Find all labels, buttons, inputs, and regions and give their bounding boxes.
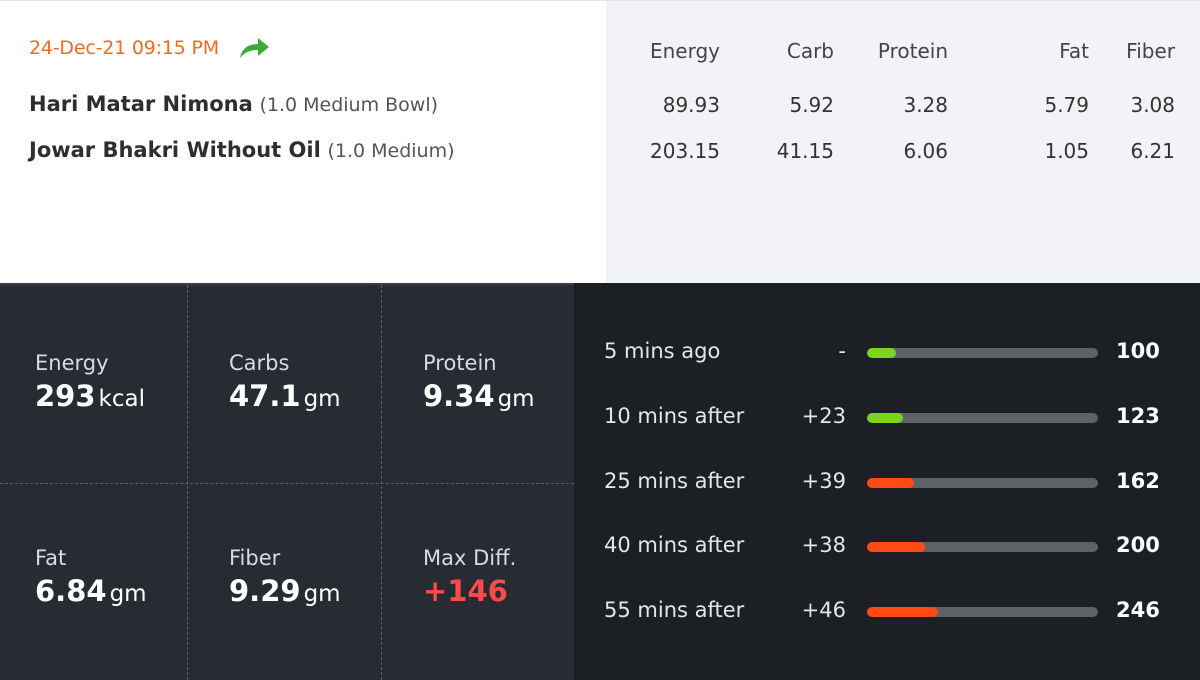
summary-unit: kcal [98, 386, 145, 412]
column-header-energy: Energy [649, 39, 720, 63]
timeline-label: 40 mins after [604, 533, 745, 557]
timeline-row: 10 mins after +23 123 [574, 404, 1200, 434]
timeline-diff: +23 [801, 404, 846, 428]
meal-item-name: Jowar Bhakri Without Oil [29, 138, 321, 162]
timeline-row: 5 mins ago - 100 [574, 339, 1200, 369]
column-header-carb: Carb [786, 39, 834, 63]
cell-protein: 3.28 [903, 93, 948, 117]
summary-value: 6.84 [35, 574, 107, 608]
cell-energy: 203.15 [650, 139, 720, 163]
timeline-bar [867, 348, 1098, 358]
meal-item-quantity: (1.0 Medium) [327, 140, 455, 162]
summary-carbs: Carbs 47.1 gm [229, 351, 341, 413]
summary-value: 293 [35, 379, 96, 413]
meal-timestamp: 24-Dec-21 09:15 PM [29, 37, 219, 59]
cell-carb: 41.15 [776, 139, 834, 163]
timeline-bar-fill [867, 478, 914, 488]
column-header-fat: Fat [1059, 39, 1089, 63]
timeline-bar [867, 542, 1098, 552]
timeline-bar-fill [867, 542, 925, 552]
summary-label: Fiber [229, 546, 281, 570]
timeline-label: 10 mins after [604, 404, 745, 428]
cell-fiber: 6.21 [1130, 139, 1175, 163]
summary-label: Protein [423, 351, 497, 375]
summary-value: 47.1 [229, 379, 301, 413]
timeline-diff: +46 [801, 598, 846, 622]
column-header-protein: Protein [877, 39, 948, 63]
timeline-value: 200 [1116, 533, 1160, 557]
cell-fat: 1.05 [1044, 139, 1089, 163]
cell-carb: 5.92 [789, 93, 834, 117]
timeline-value: 246 [1116, 598, 1160, 622]
summary-label: Fat [35, 546, 67, 570]
summary-unit: gm [303, 386, 341, 412]
meal-log-panel: 24-Dec-21 09:15 PM Hari Matar Nimona (1.… [0, 0, 1200, 284]
meal-item[interactable]: Jowar Bhakri Without Oil (1.0 Medium) [29, 138, 455, 162]
cell-energy: 89.93 [662, 93, 720, 117]
timeline-value: 123 [1116, 404, 1160, 428]
glucose-summary-panel: Energy 293 kcal Carbs 47.1 gm Protein 9.34… [0, 283, 1200, 680]
meal-item-quantity: (1.0 Medium Bowl) [259, 94, 439, 116]
timeline-bar [867, 413, 1098, 423]
meal-header: 24-Dec-21 09:15 PM [29, 35, 271, 61]
timeline-diff: +39 [801, 469, 846, 493]
summary-value: +146 [423, 574, 508, 608]
cell-fat: 5.79 [1044, 93, 1089, 117]
nutrient-summary-grid: Energy 293 kcal Carbs 47.1 gm Protein 9.34… [0, 283, 574, 680]
summary-label: Max Diff. [423, 546, 517, 570]
meal-item-name: Hari Matar Nimona [29, 92, 253, 116]
meal-item[interactable]: Hari Matar Nimona (1.0 Medium Bowl) [29, 92, 438, 116]
timeline-value: 162 [1116, 469, 1160, 493]
summary-unit: gm [497, 386, 535, 412]
timeline-row: 40 mins after +38 200 [574, 533, 1200, 563]
glucose-timeline: 5 mins ago - 100 10 mins after +23 123 25 mins… [574, 283, 1200, 680]
grid-divider [381, 285, 382, 680]
summary-fiber: Fiber 9.29 gm [229, 546, 341, 608]
timeline-label: 25 mins after [604, 469, 745, 493]
grid-divider [187, 285, 188, 680]
summary-unit: gm [303, 581, 341, 607]
summary-unit: gm [109, 581, 147, 607]
timeline-bar [867, 478, 1098, 488]
summary-energy: Energy 293 kcal [35, 351, 145, 413]
meal-items-panel: 24-Dec-21 09:15 PM Hari Matar Nimona (1.… [0, 1, 606, 284]
grid-divider [0, 483, 574, 484]
nutrition-table: Energy Carb Protein Fat Fiber 89.93 5.92… [606, 1, 1200, 284]
timeline-row: 55 mins after +46 246 [574, 598, 1200, 628]
timeline-bar [867, 607, 1098, 617]
timeline-label: 55 mins after [604, 598, 745, 622]
timeline-bar-fill [867, 607, 939, 617]
timeline-diff: - [838, 339, 846, 363]
column-header-fiber: Fiber [1126, 39, 1175, 63]
summary-label: Energy [35, 351, 109, 375]
timeline-bar-fill [867, 413, 903, 423]
timeline-label: 5 mins ago [604, 339, 721, 363]
cell-fiber: 3.08 [1130, 93, 1175, 117]
summary-value: 9.29 [229, 574, 301, 608]
timeline-value: 100 [1116, 339, 1160, 363]
cell-protein: 6.06 [903, 139, 948, 163]
summary-protein: Protein 9.34 gm [423, 351, 535, 413]
summary-max-diff: Max Diff. +146 [423, 546, 516, 608]
timeline-diff: +38 [801, 533, 846, 557]
summary-value: 9.34 [423, 379, 495, 413]
share-arrow-icon[interactable] [237, 35, 271, 61]
timeline-row: 25 mins after +39 162 [574, 469, 1200, 499]
summary-fat: Fat 6.84 gm [35, 546, 147, 608]
summary-label: Carbs [229, 351, 290, 375]
timeline-bar-fill [867, 348, 896, 358]
